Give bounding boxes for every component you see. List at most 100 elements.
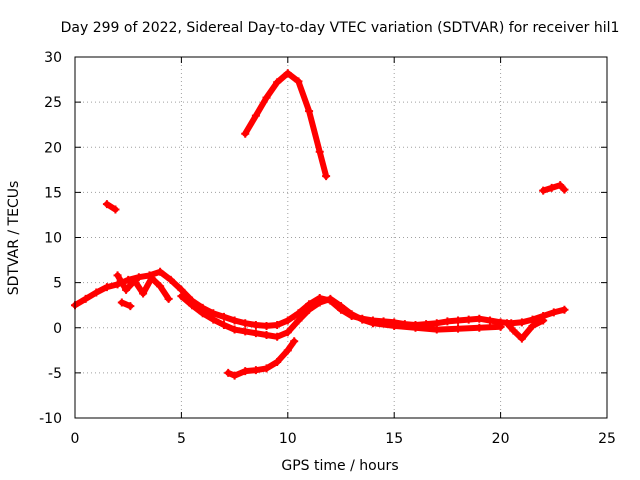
data-point bbox=[122, 285, 131, 294]
data-point bbox=[347, 310, 356, 319]
data-point bbox=[198, 309, 207, 318]
y-tick-label: -5 bbox=[48, 366, 62, 382]
data-point bbox=[251, 366, 260, 375]
grid bbox=[75, 57, 607, 418]
data-point bbox=[134, 273, 143, 282]
data-point bbox=[219, 321, 228, 330]
data-point bbox=[305, 305, 314, 314]
data-point bbox=[315, 298, 324, 307]
data-point bbox=[305, 107, 314, 116]
data-point bbox=[549, 308, 558, 317]
data-point bbox=[219, 312, 228, 321]
y-tick-label: 0 bbox=[53, 321, 62, 337]
data-point bbox=[294, 309, 303, 318]
series-track-f-short bbox=[540, 182, 568, 194]
data-point bbox=[454, 316, 463, 325]
x-tick-label: 25 bbox=[598, 431, 616, 447]
series-track-d-peak bbox=[242, 70, 330, 180]
data-point bbox=[283, 69, 292, 78]
data-point bbox=[326, 294, 335, 303]
data-point bbox=[251, 111, 260, 120]
data-point bbox=[273, 321, 282, 330]
y-tick-label: 5 bbox=[53, 276, 62, 292]
data-point bbox=[528, 321, 537, 330]
data-point bbox=[432, 325, 441, 334]
y-tick-label: 10 bbox=[44, 231, 62, 247]
data-point bbox=[262, 321, 271, 330]
data-point bbox=[475, 314, 484, 323]
data-point bbox=[102, 200, 111, 209]
chart-title: Day 299 of 2022, Sidereal Day-to-day VTE… bbox=[61, 20, 620, 36]
data-point bbox=[111, 205, 120, 214]
y-tick-label: 25 bbox=[44, 95, 62, 111]
x-tick-label: 15 bbox=[385, 431, 403, 447]
x-axis-label: GPS time / hours bbox=[281, 458, 398, 474]
data-point bbox=[560, 185, 569, 194]
data-point bbox=[294, 77, 303, 86]
axis-ticks: 0 5 10 15 20 25 -10 -5 0 5 10 15 20 25 30 bbox=[39, 50, 616, 447]
data-point bbox=[230, 371, 239, 380]
data-point bbox=[502, 319, 511, 328]
data-point bbox=[443, 317, 452, 326]
data-point bbox=[283, 316, 292, 325]
data-point bbox=[166, 275, 175, 284]
data-point bbox=[92, 288, 101, 297]
data-point bbox=[241, 327, 250, 336]
data-point bbox=[411, 323, 420, 332]
data-point bbox=[368, 319, 377, 328]
data-point bbox=[464, 315, 473, 324]
y-tick-label: 15 bbox=[44, 185, 62, 201]
data-point bbox=[273, 358, 282, 367]
data-point bbox=[188, 301, 197, 310]
data-point bbox=[485, 316, 494, 325]
data-point bbox=[130, 276, 139, 285]
data-point bbox=[156, 282, 165, 291]
data-point bbox=[113, 271, 122, 280]
data-point bbox=[556, 181, 565, 190]
y-tick-label: -10 bbox=[39, 411, 62, 427]
data-point bbox=[337, 302, 345, 311]
data-point bbox=[547, 183, 556, 192]
data-point bbox=[273, 78, 282, 87]
data-point bbox=[454, 324, 463, 333]
data-point bbox=[224, 368, 233, 377]
data-point bbox=[283, 328, 292, 337]
data-point bbox=[273, 332, 282, 341]
data-point bbox=[496, 322, 505, 331]
x-tick-label: 0 bbox=[71, 431, 80, 447]
data-point bbox=[126, 302, 135, 311]
data-point bbox=[262, 364, 271, 373]
data-point bbox=[230, 325, 239, 334]
data-point bbox=[315, 147, 324, 156]
data-point bbox=[139, 289, 148, 298]
data-point bbox=[241, 367, 250, 376]
data-point bbox=[509, 326, 518, 335]
data-point bbox=[290, 337, 299, 346]
data-point bbox=[209, 315, 218, 324]
x-tick-label: 5 bbox=[177, 431, 186, 447]
data-point bbox=[283, 346, 292, 355]
data-point bbox=[539, 186, 548, 195]
x-tick-label: 10 bbox=[279, 431, 297, 447]
data-point bbox=[251, 321, 260, 330]
data-point bbox=[156, 267, 165, 276]
data-point bbox=[475, 323, 484, 332]
data-point bbox=[241, 319, 250, 328]
data-point bbox=[390, 321, 399, 330]
data-point bbox=[517, 318, 526, 327]
data-point bbox=[358, 315, 367, 324]
data-layer bbox=[71, 69, 569, 380]
data-point bbox=[322, 172, 331, 181]
data-point bbox=[164, 294, 173, 303]
data-point bbox=[517, 334, 526, 343]
data-point bbox=[294, 316, 303, 325]
series-track-c-negative bbox=[225, 338, 298, 379]
data-point bbox=[241, 129, 250, 138]
y-axis-label: SDTVAR / TECUs bbox=[6, 181, 22, 296]
data-point bbox=[560, 305, 569, 314]
data-point bbox=[539, 316, 548, 325]
data-point bbox=[262, 330, 271, 339]
data-point bbox=[177, 292, 186, 301]
data-point bbox=[251, 329, 260, 338]
